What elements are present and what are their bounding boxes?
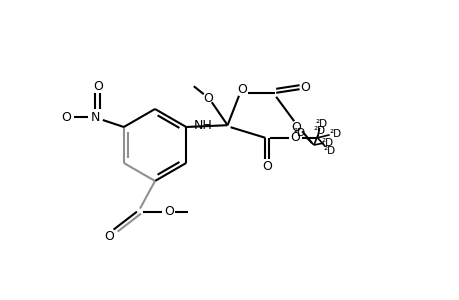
Text: NH: NH [193,119,212,132]
Text: O: O [202,92,212,105]
Text: O: O [61,110,71,124]
Text: O: O [262,160,272,173]
Text: O: O [300,81,310,94]
Text: N: N [91,110,101,124]
Text: ²D: ²D [323,146,335,156]
Text: ²D: ²D [313,126,325,136]
Text: O: O [236,83,246,96]
Text: ²D: ²D [329,129,341,139]
Text: O: O [291,121,301,134]
Text: O: O [164,205,174,218]
Text: ²D: ²D [315,119,327,129]
Text: O: O [290,131,300,144]
Text: ²D: ²D [321,138,333,148]
Text: ²D: ²D [293,128,305,138]
Text: O: O [105,230,114,243]
Text: O: O [93,80,102,92]
